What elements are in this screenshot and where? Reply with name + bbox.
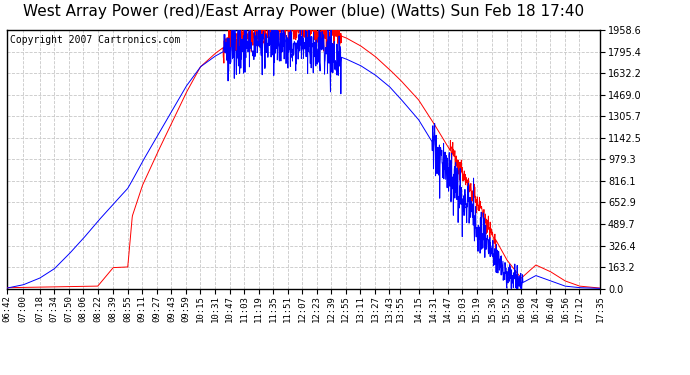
Text: West Array Power (red)/East Array Power (blue) (Watts) Sun Feb 18 17:40: West Array Power (red)/East Array Power …	[23, 4, 584, 19]
Text: Copyright 2007 Cartronics.com: Copyright 2007 Cartronics.com	[10, 35, 180, 45]
